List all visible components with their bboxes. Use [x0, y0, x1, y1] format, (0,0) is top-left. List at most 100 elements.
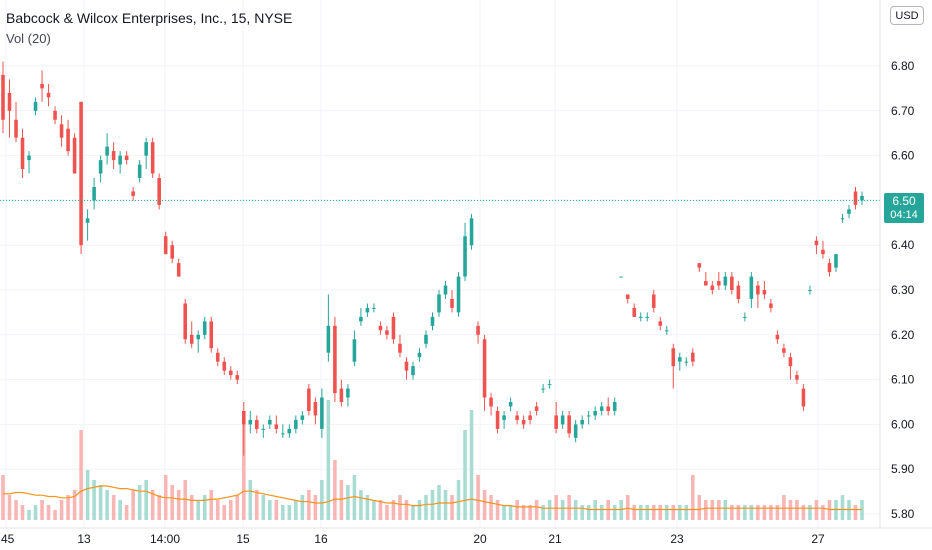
- volume-bar: [274, 500, 279, 520]
- candle: [59, 115, 64, 147]
- candle-body: [46, 92, 51, 98]
- candle-body: [170, 245, 174, 259]
- candle-body: [482, 339, 487, 398]
- volume-bar: [736, 505, 741, 520]
- volume-bar: [599, 505, 604, 520]
- candle-body: [814, 240, 819, 246]
- volume-bar: [404, 500, 409, 520]
- candle-body: [385, 330, 389, 335]
- volume-bar: [534, 500, 539, 520]
- candle: [1, 61, 5, 134]
- volume-bar: [586, 505, 591, 520]
- candle: [281, 424, 285, 438]
- volume-bar: [294, 500, 298, 520]
- candle: [456, 272, 461, 317]
- candle-body: [808, 290, 812, 291]
- price-tick-label: 5.80: [891, 507, 915, 521]
- candle-body: [580, 419, 584, 425]
- volume-bar: [658, 505, 663, 520]
- candle-body: [651, 294, 656, 308]
- candle-body: [769, 303, 773, 308]
- volume-bar: [66, 495, 70, 520]
- candle: [534, 402, 539, 416]
- volume-bar: [508, 505, 513, 520]
- candle: [502, 410, 506, 429]
- candle-body: [339, 388, 344, 402]
- candle-body: [118, 155, 122, 165]
- volume-bar: [157, 495, 161, 520]
- candle-body: [268, 419, 272, 425]
- price-tick-label: 6.20: [891, 328, 915, 342]
- candle: [645, 312, 650, 322]
- candle: [411, 361, 415, 380]
- volume-bar: [638, 505, 643, 520]
- candle-body: [437, 294, 441, 313]
- candle-body: [92, 186, 96, 201]
- bar-countdown: 04:14: [890, 209, 918, 221]
- volume-bar: [202, 495, 207, 520]
- candle: [528, 410, 532, 425]
- candle-body: [508, 402, 513, 407]
- candle: [85, 209, 90, 241]
- candle: [599, 402, 604, 416]
- candle-body: [255, 419, 259, 429]
- candle: [222, 357, 227, 376]
- volume-bar: [111, 495, 116, 520]
- candle: [710, 281, 715, 295]
- volume-bar: [573, 500, 578, 520]
- volume-indicator-label[interactable]: Vol (20): [6, 31, 51, 46]
- candle: [189, 321, 194, 349]
- candle: [664, 325, 669, 335]
- candle-body: [743, 316, 747, 318]
- candle-body: [860, 195, 864, 201]
- candle-body: [612, 402, 617, 411]
- candle: [684, 357, 689, 367]
- candle-body: [176, 263, 181, 277]
- candle-body: [593, 410, 597, 416]
- candle: [404, 357, 409, 380]
- candle-body: [66, 128, 70, 152]
- volume-ma-line: [3, 485, 862, 511]
- candle-body: [320, 397, 324, 429]
- symbol-title[interactable]: Babcock & Wilcox Enterprises, Inc., 15, …: [6, 10, 293, 26]
- candle: [723, 272, 728, 290]
- candle-body: [573, 424, 578, 438]
- candle-body: [404, 361, 409, 371]
- volume-bar: [730, 505, 734, 520]
- candle: [801, 384, 806, 411]
- volume-bar: [612, 505, 617, 520]
- volume-bar: [788, 500, 793, 520]
- candle-body: [7, 92, 12, 111]
- price-tick-label: 5.90: [891, 462, 915, 476]
- volume-bar: [170, 485, 174, 520]
- volume-bar: [443, 490, 448, 520]
- candle: [209, 316, 214, 353]
- volume-bar: [46, 505, 51, 520]
- volume-bar: [287, 505, 292, 520]
- candle-body: [853, 191, 858, 205]
- candle: [372, 303, 376, 313]
- candle: [170, 240, 174, 264]
- volume-bar: [176, 490, 181, 520]
- volume-bar: [632, 505, 637, 520]
- candle-body: [398, 343, 402, 353]
- candle-body: [671, 348, 676, 367]
- candle: [469, 213, 474, 250]
- price-tick-label: 6.00: [891, 417, 915, 431]
- volume-bar: [723, 500, 728, 520]
- volume-bar: [769, 505, 773, 520]
- candle-body: [450, 298, 454, 308]
- last-price-badge: 6.50 04:14: [884, 193, 924, 223]
- volume-bar: [33, 505, 38, 520]
- candle-body: [586, 415, 591, 417]
- volume-bar: [209, 490, 214, 520]
- price-axis: 6.80 6.70 6.60 6.50 6.40 6.30 6.20 6.10 6.00 5.90…: [891, 59, 915, 521]
- currency-button[interactable]: USD: [890, 6, 924, 25]
- volume-bar: [85, 470, 90, 520]
- candle: [320, 388, 324, 438]
- candle-body: [20, 137, 25, 170]
- candle-body: [521, 419, 526, 425]
- candle: [638, 312, 643, 322]
